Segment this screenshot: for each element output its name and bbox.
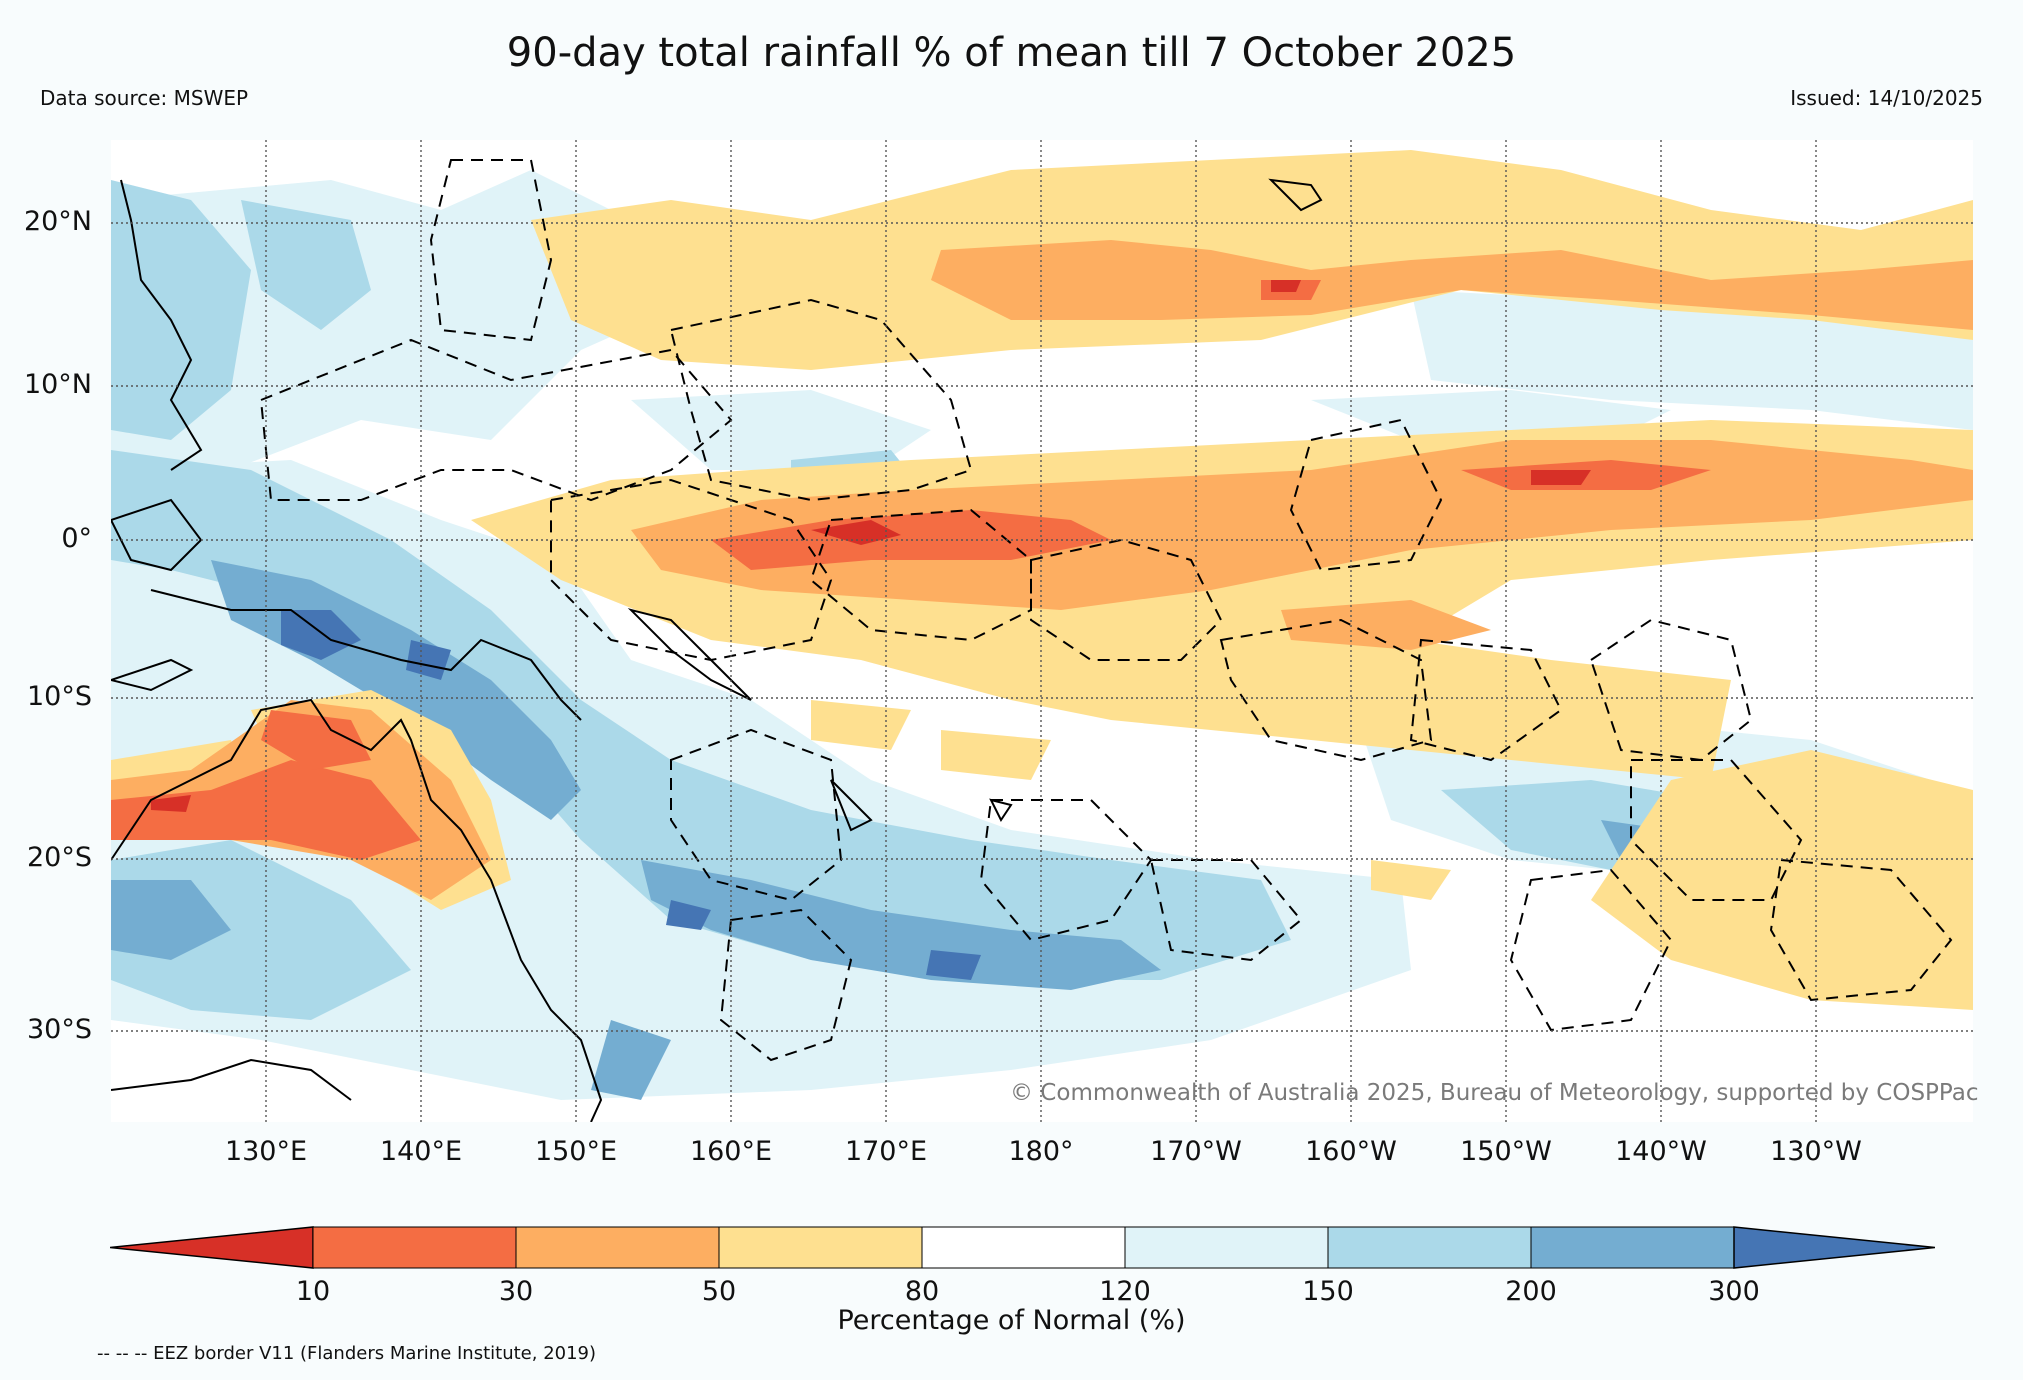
lat-label-20n: 20°N <box>23 206 92 237</box>
colorbar-swatch-above-300 <box>1733 1226 1935 1269</box>
lon-label-160w: 160°W <box>1305 1136 1397 1167</box>
colorbar-tick-80: 80 <box>904 1276 940 1307</box>
lon-label-140e: 140°E <box>379 1136 463 1167</box>
colorbar <box>110 1226 1935 1269</box>
colorbar-tick-200: 200 <box>1505 1276 1557 1307</box>
lat-label-0: 0° <box>61 523 92 554</box>
eez-legend-note: -- -- -- EEZ border V11 (Flanders Marine… <box>97 1343 597 1364</box>
lon-label-160e: 160°E <box>689 1136 773 1167</box>
colorbar-tick-150: 150 <box>1302 1276 1354 1307</box>
colorbar-tick-10: 10 <box>295 1276 331 1307</box>
colorbar-tick-120: 120 <box>1099 1276 1151 1307</box>
colorbar-tick-50: 50 <box>701 1276 737 1307</box>
lon-label-180: 180° <box>1008 1136 1074 1167</box>
lat-label-20s: 20°S <box>27 842 92 873</box>
lat-label-10n: 10°N <box>23 369 92 400</box>
colorbar-swatch-below-10 <box>110 1226 314 1269</box>
copyright-notice: © Commonwealth of Australia 2025, Bureau… <box>1010 1080 1979 1106</box>
dry-extreme-fields <box>151 280 1591 812</box>
colorbar-swatch-10-30 <box>312 1226 517 1269</box>
rainfall-map <box>111 140 1973 1122</box>
coastlines <box>111 178 1323 1122</box>
colorbar-swatch-120-150 <box>1124 1226 1329 1269</box>
colorbar-tick-30: 30 <box>498 1276 534 1307</box>
eez-borders <box>259 159 1953 1062</box>
colorbar-swatch-50-80 <box>718 1226 923 1269</box>
colorbar-swatch-80-120 <box>921 1226 1126 1269</box>
lon-label-170e: 170°E <box>844 1136 928 1167</box>
lon-label-130w: 130°W <box>1770 1136 1862 1167</box>
colorbar-swatch-30-50 <box>515 1226 720 1269</box>
lon-label-150w: 150°W <box>1460 1136 1552 1167</box>
colorbar-swatch-200-300 <box>1530 1226 1735 1269</box>
colorbar-swatch-150-200 <box>1327 1226 1532 1269</box>
issued-date-label: Issued: 14/10/2025 <box>1790 86 1983 110</box>
lat-label-30s: 30°S <box>27 1014 92 1045</box>
lon-label-150e: 150°E <box>534 1136 618 1167</box>
colorbar-label: Percentage of Normal (%) <box>837 1305 1186 1336</box>
lat-label-10s: 10°S <box>27 681 92 712</box>
data-source-label: Data source: MSWEP <box>40 86 249 110</box>
lon-label-170w: 170°W <box>1150 1136 1242 1167</box>
colorbar-tick-300: 300 <box>1708 1276 1760 1307</box>
wet-extreme-fields <box>281 610 981 980</box>
map-title: 90-day total rainfall % of mean till 7 O… <box>506 30 1517 76</box>
lon-label-140w: 140°W <box>1615 1136 1707 1167</box>
graticule <box>111 140 1973 1122</box>
lon-label-130e: 130°E <box>224 1136 308 1167</box>
